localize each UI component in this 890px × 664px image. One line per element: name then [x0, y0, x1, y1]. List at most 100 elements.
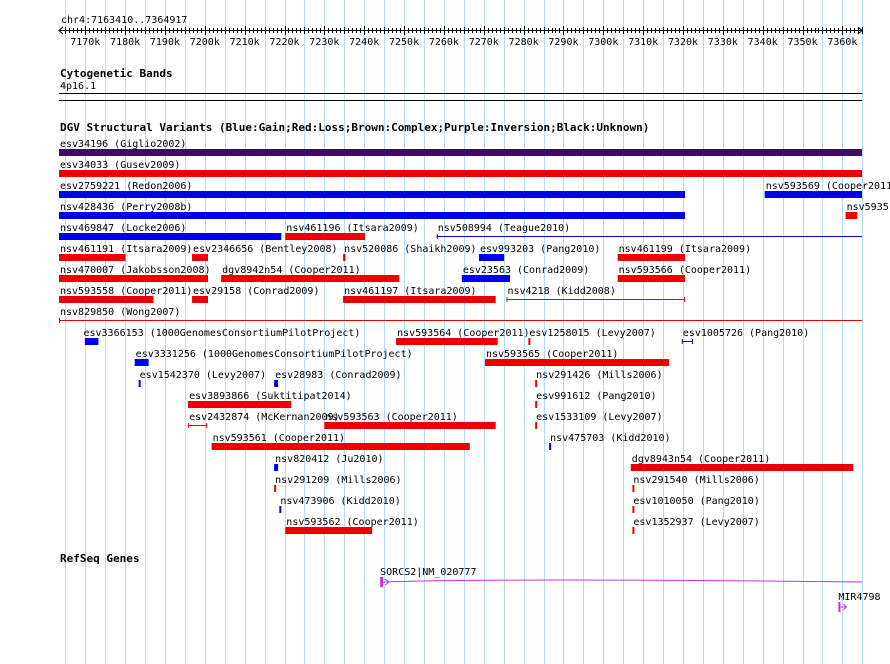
sv-feature-label[interactable]: nsv593569 (Cooper2011): [766, 181, 890, 192]
cytoband-label[interactable]: 4p16.1: [60, 81, 97, 92]
sv-feature-label[interactable]: nsv593565 (Cooper2011): [486, 349, 618, 360]
sv-feature-bar[interactable]: [535, 422, 538, 429]
coordinate-ruler[interactable]: 7170k 7180k 7190k 7200k 7210k 7220k 7230k 7240k…: [0, 0, 890, 50]
gene-label[interactable]: SORCS2|NM_020777: [380, 567, 476, 578]
sv-feature-bar[interactable]: [396, 338, 498, 345]
sv-feature-bar[interactable]: [461, 275, 511, 282]
sv-feature-label[interactable]: esv1010050 (Pang2010): [633, 496, 759, 507]
sv-feature-bar[interactable]: [59, 212, 685, 219]
sv-feature-label[interactable]: esv34196 (Giglio2002): [60, 139, 186, 150]
sv-feature-label[interactable]: nsv593566 (Cooper2011): [619, 265, 751, 276]
sv-feature-bar[interactable]: [324, 422, 496, 429]
sv-feature-bar[interactable]: [138, 380, 141, 387]
sv-feature-label[interactable]: nsv5935: [847, 202, 889, 213]
sv-feature-bar[interactable]: [478, 254, 505, 261]
sv-feature-label[interactable]: dgv8942n54 (Cooper2011): [222, 265, 360, 276]
sv-feature-label[interactable]: esv1005726 (Pang2010): [683, 328, 809, 339]
sv-feature-bar[interactable]: [285, 527, 373, 534]
sv-feature-bar[interactable]: [632, 485, 635, 492]
sv-feature-label[interactable]: esv2346656 (Bentley2008): [193, 244, 338, 255]
sv-feature-bar[interactable]: [549, 443, 552, 450]
sv-feature-bar[interactable]: [59, 170, 862, 177]
sv-feature-label[interactable]: esv3331256 (1000GenomesConsortiumPilotPr…: [136, 349, 413, 360]
sv-feature-label[interactable]: esv1258015 (Levy2007): [529, 328, 655, 339]
sv-feature-label[interactable]: esv2759221 (Redon2006): [60, 181, 192, 192]
sv-feature-label[interactable]: esv2432874 (McKernan2009): [189, 412, 340, 423]
sv-feature-bar[interactable]: [211, 443, 470, 450]
sv-feature-bar[interactable]: [59, 149, 862, 156]
sv-feature-label[interactable]: nsv829850 (Wong2007): [60, 307, 180, 318]
sv-feature-label[interactable]: nsv473906 (Kidd2010): [280, 496, 400, 507]
sv-feature-label[interactable]: esv1533109 (Levy2007): [536, 412, 662, 423]
sv-feature-bar[interactable]: [343, 254, 346, 261]
sv-feature-bar[interactable]: [188, 401, 292, 408]
sv-feature-bar[interactable]: [192, 296, 208, 303]
sv-feature-bar[interactable]: [630, 464, 854, 471]
sv-feature-label[interactable]: nsv593558 (Cooper2011): [60, 286, 192, 297]
sv-feature-bar[interactable]: [632, 506, 635, 513]
sv-feature-label[interactable]: nsv593561 (Cooper2011): [213, 433, 345, 444]
gene-label[interactable]: MIR4798: [838, 592, 880, 603]
gene-exon[interactable]: [380, 577, 384, 587]
sv-feature-bar[interactable]: [617, 254, 685, 261]
sv-feature-label[interactable]: esv991612 (Pang2010): [536, 391, 656, 402]
sv-feature-label[interactable]: nsv291540 (Mills2006): [633, 475, 759, 486]
sv-feature-label[interactable]: nsv520086 (Shaikh2009): [344, 244, 476, 255]
sv-feature-label[interactable]: nsv820412 (Ju2010): [275, 454, 383, 465]
sv-feature-label[interactable]: nsv470007 (Jakobsson2008): [60, 265, 211, 276]
sv-feature-bar[interactable]: [59, 191, 685, 198]
sv-feature-label[interactable]: nsv291209 (Mills2006): [275, 475, 401, 486]
sv-feature-bar[interactable]: [84, 338, 99, 345]
sv-feature-label[interactable]: nsv508994 (Teague2010): [438, 223, 570, 234]
sv-feature-bar[interactable]: [59, 275, 208, 282]
sv-feature-label[interactable]: esv3893866 (Suktitipat2014): [189, 391, 352, 402]
sv-feature-label[interactable]: esv1542370 (Levy2007): [140, 370, 266, 381]
sv-feature-bar[interactable]: [221, 275, 400, 282]
sv-feature-bar[interactable]: [285, 233, 366, 240]
sv-feature-bar[interactable]: [528, 338, 531, 345]
sv-feature-bar[interactable]: [535, 380, 538, 387]
sv-feature-label[interactable]: nsv428436 (Perry2008b): [60, 202, 192, 213]
sv-feature-bar[interactable]: [59, 254, 126, 261]
sv-feature-bar[interactable]: [617, 275, 685, 282]
sv-feature-bar[interactable]: [484, 359, 670, 366]
sv-feature-label[interactable]: nsv461199 (Itsara2009): [619, 244, 751, 255]
sv-feature-label[interactable]: nsv593563 (Cooper2011): [325, 412, 457, 423]
sv-feature-label[interactable]: nsv461197 (Itsara2009): [344, 286, 476, 297]
gene-intron-line[interactable]: [383, 579, 863, 583]
sv-feature-label[interactable]: nsv475703 (Kidd2010): [550, 433, 670, 444]
ruler-tick-label: 7250k: [389, 37, 419, 48]
sv-feature-bar[interactable]: [274, 464, 279, 471]
ruler-tick-label: 7170k: [70, 37, 100, 48]
sv-feature-bar[interactable]: [59, 296, 154, 303]
sv-feature-bar[interactable]: [343, 296, 496, 303]
sv-feature-bar[interactable]: [59, 233, 282, 240]
sv-feature-bar[interactable]: [279, 506, 282, 513]
sv-feature-label[interactable]: esv1352937 (Levy2007): [633, 517, 759, 528]
sv-feature-label[interactable]: esv993203 (Pang2010): [480, 244, 600, 255]
sv-feature-label[interactable]: esv28983 (Conrad2009): [275, 370, 401, 381]
sv-feature-bar[interactable]: [632, 527, 635, 534]
sv-feature-label[interactable]: nsv593564 (Cooper2011): [397, 328, 529, 339]
sv-feature-label[interactable]: nsv291426 (Mills2006): [536, 370, 662, 381]
sv-feature-bar[interactable]: [134, 359, 149, 366]
sv-feature-bar[interactable]: [192, 254, 208, 261]
sv-feature-label[interactable]: dgv8943n54 (Cooper2011): [632, 454, 770, 465]
gene-exon[interactable]: [838, 602, 841, 612]
sv-feature-bar[interactable]: [845, 212, 858, 219]
sv-feature-bar[interactable]: [274, 485, 277, 492]
sv-feature-label[interactable]: nsv461191 (Itsara2009): [60, 244, 192, 255]
sv-feature-label[interactable]: esv23563 (Conrad2009): [463, 265, 589, 276]
sv-feature-bar[interactable]: [535, 401, 538, 408]
sv-feature-label[interactable]: nsv469847 (Locke2006): [60, 223, 186, 234]
sv-feature-label[interactable]: nsv4218 (Kidd2008): [507, 286, 615, 297]
sv-feature-label[interactable]: esv34033 (Gusev2009): [60, 160, 180, 171]
sv-feature-label[interactable]: esv29158 (Conrad2009): [193, 286, 319, 297]
sv-feature-label[interactable]: nsv461196 (Itsara2009): [286, 223, 418, 234]
sv-feature-bar[interactable]: [764, 191, 862, 198]
sv-feature-label[interactable]: nsv593562 (Cooper2011): [286, 517, 418, 528]
sv-feature-bar[interactable]: [274, 380, 279, 387]
sv-feature-label[interactable]: esv3366153 (1000GenomesConsortiumPilotPr…: [83, 328, 360, 339]
